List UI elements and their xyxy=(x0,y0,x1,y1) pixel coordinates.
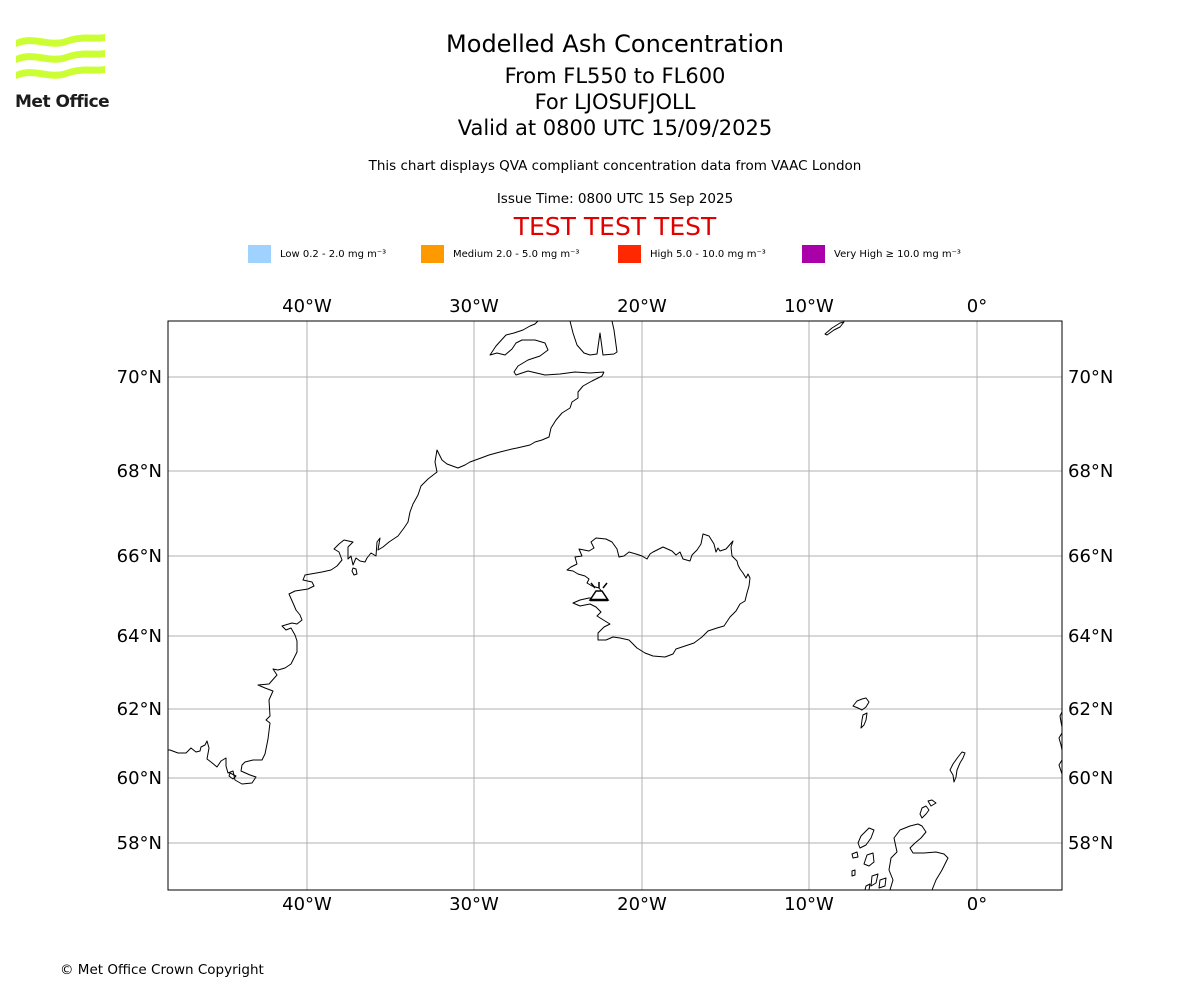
lat-label-right-58n: 58°N xyxy=(1068,833,1113,854)
lat-label-right-68n: 68°N xyxy=(1068,461,1113,482)
copyright-notice: © Met Office Crown Copyright xyxy=(60,962,264,978)
lon-labels-top: 40°W 30°W 20°W 10°W 0° xyxy=(282,296,987,317)
coastline-greenland xyxy=(168,321,618,785)
legend-label-low: Low 0.2 - 2.0 mg m⁻³ xyxy=(280,248,387,260)
coastlines xyxy=(168,321,1062,890)
coastline-greenland-islet xyxy=(351,567,358,576)
lon-label-top-10w: 10°W xyxy=(784,296,834,317)
lon-label-bottom-40w: 40°W xyxy=(282,894,332,910)
coastline-jan-mayen xyxy=(824,321,845,336)
lon-label-bottom-30w: 30°W xyxy=(449,894,499,910)
lon-label-bottom-10w: 10°W xyxy=(784,894,834,910)
volcano-marker-icon[interactable] xyxy=(588,582,610,602)
lat-label-right-70n: 70°N xyxy=(1068,367,1113,388)
lon-label-top-20w: 20°W xyxy=(617,296,667,317)
coastline-faroe-islands xyxy=(852,697,870,729)
coastline-shetland xyxy=(949,751,966,783)
legend-swatch-very-high xyxy=(802,245,825,263)
legend-swatch-high xyxy=(618,245,641,263)
lat-label-left-68n: 68°N xyxy=(117,461,162,482)
flight-level-range: From FL550 to FL600 xyxy=(504,64,726,88)
lat-label-right-64n: 64°N xyxy=(1068,626,1113,647)
map-background xyxy=(168,321,1062,890)
met-office-waves-icon xyxy=(16,34,105,79)
legend-swatch-medium xyxy=(421,245,444,263)
lat-label-left-58n: 58°N xyxy=(117,833,162,854)
volcano-label: For LJOSUFJOLL xyxy=(534,90,696,114)
chart-title: Modelled Ash Concentration xyxy=(446,30,784,58)
map-panel[interactable]: 40°W 30°W 20°W 10°W 0° 40°W 30°W 20°W 10… xyxy=(0,290,1200,910)
met-office-logo: Met Office xyxy=(14,30,110,114)
lat-label-right-66n: 66°N xyxy=(1068,546,1113,567)
lon-label-top-40w: 40°W xyxy=(282,296,332,317)
legend-swatch-low xyxy=(248,245,271,263)
issue-time: Issue Time: 0800 UTC 15 Sep 2025 xyxy=(496,191,734,207)
coastline-orkney xyxy=(919,799,937,819)
legend-label-high: High 5.0 - 10.0 mg m⁻³ xyxy=(650,248,766,260)
coastline-iceland xyxy=(566,533,751,658)
legend: Low 0.2 - 2.0 mg m⁻³ Medium 2.0 - 5.0 mg… xyxy=(0,244,1200,264)
lat-labels-left: 70°N 68°N 66°N 64°N 62°N 60°N 58°N xyxy=(117,367,162,854)
map-frame xyxy=(167,320,1063,891)
lat-label-left-70n: 70°N xyxy=(117,367,162,388)
legend-item-medium: Medium 2.0 - 5.0 mg m⁻³ xyxy=(421,244,579,264)
logo-text: Met Office xyxy=(15,92,110,112)
lat-label-left-62n: 62°N xyxy=(117,699,162,720)
lon-label-top-30w: 30°W xyxy=(449,296,499,317)
coastline-hebrides xyxy=(851,827,887,890)
valid-time: Valid at 0800 UTC 15/09/2025 xyxy=(457,116,773,140)
lon-label-top-0: 0° xyxy=(967,296,987,317)
legend-item-high: High 5.0 - 10.0 mg m⁻³ xyxy=(618,244,766,264)
legend-label-medium: Medium 2.0 - 5.0 mg m⁻³ xyxy=(453,248,580,260)
coastline-greenland-south-islet xyxy=(228,772,237,780)
lon-label-bottom-20w: 20°W xyxy=(617,894,667,910)
lon-labels-bottom: 40°W 30°W 20°W 10°W 0° xyxy=(282,894,987,910)
coastline-scotland xyxy=(888,823,949,890)
legend-item-low: Low 0.2 - 2.0 mg m⁻³ xyxy=(248,244,386,264)
lat-label-right-60n: 60°N xyxy=(1068,768,1113,789)
legend-label-very-high: Very High ≥ 10.0 mg m⁻³ xyxy=(834,248,961,260)
lat-label-left-60n: 60°N xyxy=(117,768,162,789)
legend-item-very-high: Very High ≥ 10.0 mg m⁻³ xyxy=(802,244,961,264)
lat-label-left-66n: 66°N xyxy=(117,546,162,567)
chart-subtitle: This chart displays QVA compliant concen… xyxy=(368,158,862,174)
test-banner: TEST TEST TEST xyxy=(513,212,717,241)
graticule xyxy=(168,321,1062,890)
lat-label-left-64n: 64°N xyxy=(117,626,162,647)
lat-labels-right: 70°N 68°N 66°N 64°N 62°N 60°N 58°N xyxy=(1068,367,1113,854)
lat-label-right-62n: 62°N xyxy=(1068,699,1113,720)
lon-label-bottom-0: 0° xyxy=(967,894,987,910)
